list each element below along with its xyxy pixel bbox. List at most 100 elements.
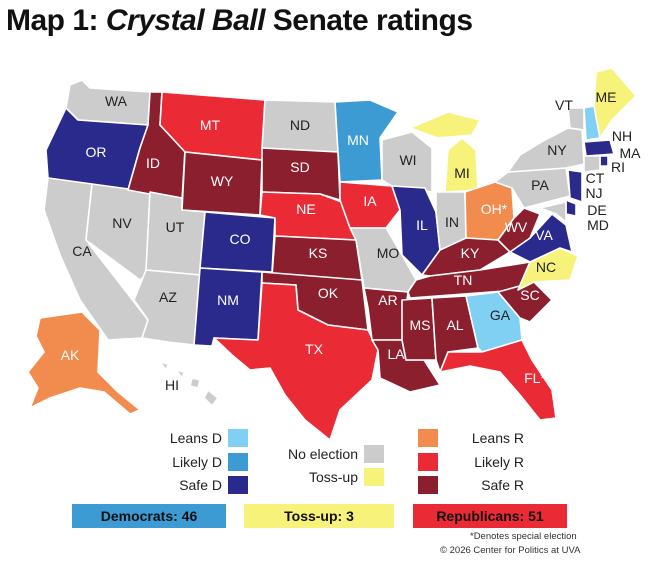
state-label-ok: OK — [318, 285, 339, 301]
state-hi[interactable] — [159, 361, 219, 407]
legend-safe-r: Safe R — [418, 476, 524, 494]
footnote-copyright: © 2026 Center for Politics at UVA — [440, 545, 581, 556]
state-label-oh: OH* — [481, 201, 508, 217]
state-label-wi: WI — [399, 152, 416, 168]
state-label-ak: AK — [61, 347, 80, 363]
state-md[interactable] — [539, 201, 567, 223]
state-vt[interactable] — [567, 107, 585, 131]
state-label-co: CO — [230, 231, 251, 247]
state-tn[interactable] — [407, 261, 531, 299]
state-label-va: VA — [535, 227, 553, 243]
state-label-ks: KS — [309, 245, 328, 261]
state-label-wy: WY — [211, 173, 234, 189]
state-label-vt: VT — [555, 97, 573, 113]
page-title: Map 1: Crystal Ball Senate ratings — [6, 4, 473, 38]
legend-label: Leans D — [169, 430, 222, 446]
state-label-nd: ND — [290, 117, 310, 133]
state-label-de: DE — [587, 202, 606, 218]
legend-no-election: No election — [274, 445, 384, 463]
legend-toss-up: Toss-up — [274, 468, 384, 486]
state-label-ky: KY — [461, 245, 480, 261]
state-nj[interactable] — [567, 169, 583, 203]
state-label-mi: MI — [454, 165, 470, 181]
state-me[interactable] — [593, 67, 637, 139]
legend-swatch — [228, 476, 248, 494]
state-label-ny: NY — [547, 142, 567, 158]
state-va[interactable] — [509, 213, 573, 263]
state-label-id: ID — [146, 155, 160, 171]
state-label-ca: CA — [72, 243, 92, 259]
state-label-tn: TN — [454, 272, 473, 288]
state-label-ut: UT — [166, 219, 185, 235]
state-label-ia: IA — [363, 193, 377, 209]
state-mi[interactable] — [409, 111, 481, 193]
state-label-sd: SD — [290, 159, 309, 175]
state-label-nc: NC — [536, 259, 556, 275]
republicans-total: Republicans: 51 — [413, 504, 567, 528]
state-wi[interactable] — [381, 131, 433, 193]
state-label-il: IL — [416, 217, 428, 233]
state-ak[interactable] — [27, 311, 141, 415]
state-wv[interactable] — [497, 207, 541, 253]
state-az[interactable] — [133, 269, 201, 346]
legend-label: Leans R — [471, 430, 524, 446]
state-label-mo: MO — [377, 245, 400, 261]
legend-label: No election — [287, 446, 358, 462]
state-tx[interactable] — [213, 282, 379, 441]
title-italic: Crystal Ball — [105, 4, 266, 37]
state-label-ct: CT — [586, 170, 605, 186]
state-label-or: OR — [86, 144, 107, 160]
democrats-total: Democrats: 46 — [72, 504, 226, 528]
legend-safe-d: Safe D — [160, 476, 248, 494]
legend-likely-r: Likely R — [418, 453, 524, 471]
state-label-sc: SC — [520, 287, 539, 303]
legend-leans-d: Leans D — [160, 429, 248, 447]
state-label-hi: HI — [165, 377, 179, 393]
state-label-ms: MS — [410, 317, 431, 333]
legend-swatch — [228, 453, 248, 471]
state-label-ar: AR — [378, 292, 397, 308]
state-label-ma: MA — [620, 145, 642, 161]
state-label-md: MD — [587, 217, 609, 233]
state-label-in: IN — [445, 214, 459, 230]
title-prefix: Map 1: — [6, 4, 106, 37]
legend-likely-d: Likely D — [160, 453, 248, 471]
state-label-wv: WV — [505, 219, 528, 235]
legend-swatch — [418, 429, 438, 447]
state-label-la: LA — [387, 346, 405, 362]
legend-label: Safe R — [481, 477, 524, 493]
state-label-nv: NV — [112, 215, 132, 231]
legend-swatch — [228, 429, 248, 447]
toss-up-total: Toss-up: 3 — [244, 504, 394, 528]
state-label-tx: TX — [305, 341, 324, 357]
state-label-mt: MT — [200, 117, 221, 133]
state-label-ri: RI — [611, 159, 625, 175]
state-label-nj: NJ — [585, 185, 602, 201]
state-mn[interactable] — [334, 99, 399, 183]
state-label-wa: WA — [105, 93, 128, 109]
state-fl[interactable] — [439, 339, 557, 421]
legend-label: Likely R — [474, 454, 524, 470]
legend-swatch — [364, 445, 384, 463]
state-label-nh: NH — [612, 128, 632, 144]
state-label-pa: PA — [531, 177, 549, 193]
state-label-nm: NM — [217, 292, 239, 308]
state-ri[interactable] — [599, 155, 609, 167]
state-ct[interactable] — [583, 155, 601, 173]
state-de[interactable] — [565, 199, 577, 217]
state-labels: WA OR CA NV ID MT WY UT AZ CO NM ND SD NE KS OK TX MN IA MO… — [61, 89, 642, 393]
state-label-ga: GA — [490, 307, 511, 323]
state-ny[interactable] — [507, 127, 585, 173]
state-ma[interactable] — [583, 139, 615, 157]
legend-swatch — [418, 476, 438, 494]
legend-swatch — [364, 468, 384, 486]
title-suffix: Senate ratings — [264, 4, 473, 37]
legend-swatch — [418, 453, 438, 471]
footnote-special: *Denotes special election — [470, 531, 577, 542]
state-label-fl: FL* — [524, 370, 546, 386]
legend-label: Likely D — [172, 454, 222, 470]
legend-label: Toss-up — [308, 469, 358, 485]
state-label-mn: MN — [347, 132, 369, 148]
state-label-az: AZ — [159, 289, 177, 305]
